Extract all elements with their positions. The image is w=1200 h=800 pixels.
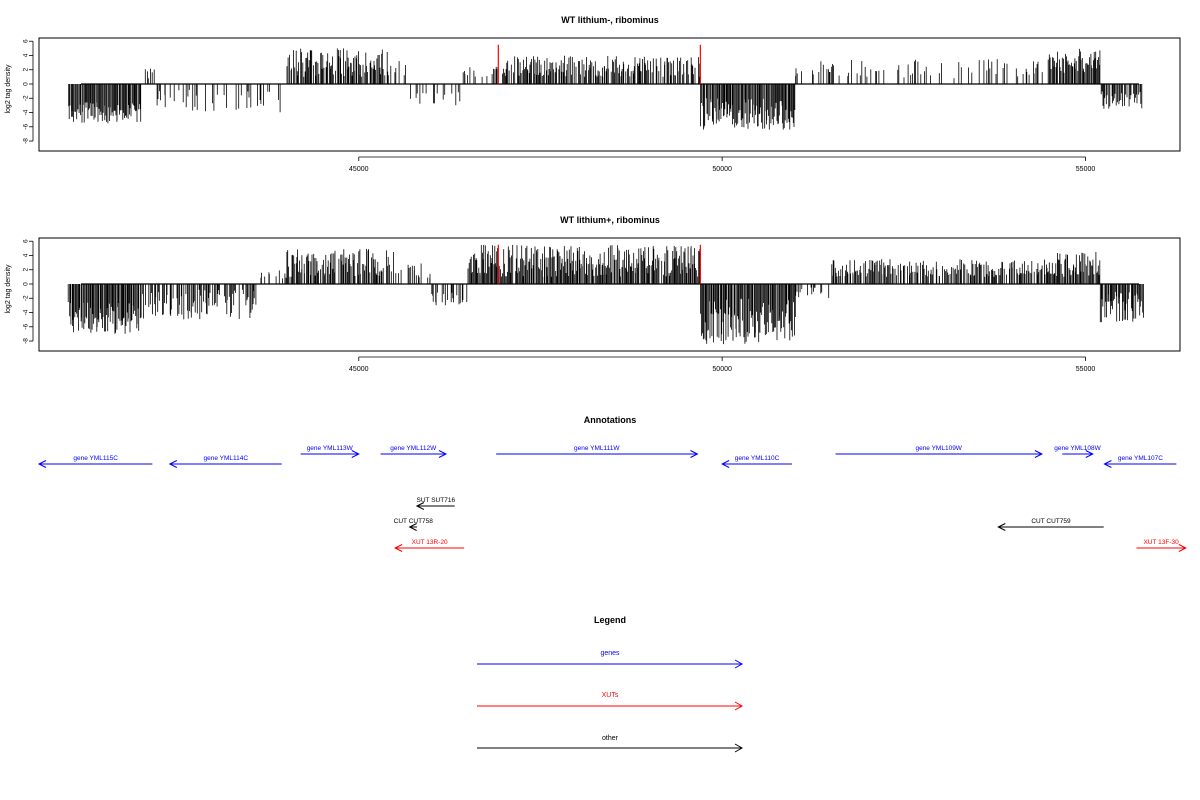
panel-title: WT lithium-, ribominus — [561, 15, 659, 25]
y-tick-label: -6 — [23, 124, 30, 130]
arrowhead-icon — [997, 523, 1006, 531]
y-tick-label: -8 — [23, 138, 30, 144]
plot-frame — [38, 237, 1181, 352]
arrowhead-icon — [1034, 450, 1044, 458]
coverage-panel-lithium-minus: WT lithium-, ribominus log2 tag density … — [5, 15, 1181, 173]
y-tick-label: 2 — [23, 268, 30, 272]
arrowhead-icon — [438, 450, 448, 458]
y-tick-label: 2 — [23, 68, 30, 72]
feature-label: gene YML108W — [1054, 445, 1101, 452]
legend-label-xuts: XUTs — [602, 692, 619, 699]
feature-label: gene YML109W — [915, 445, 962, 452]
feature-arrow: gene YML111W — [496, 445, 699, 458]
feature-arrow: gene YML113W — [300, 445, 360, 458]
plot-frame — [38, 37, 1181, 152]
x-axis: 45000 50000 55000 — [349, 356, 1096, 373]
y-tick-label: 4 — [23, 53, 30, 57]
feature-label: XUT 13F-30 — [1143, 539, 1179, 546]
y-axis: 6 4 2 0 -2 -4 -6 -8 — [23, 239, 34, 344]
coverage-bars — [68, 48, 1143, 130]
feature-arrow: CUT CUT759 — [997, 518, 1104, 531]
x-tick-label: 50000 — [712, 366, 732, 373]
y-tick-label: -6 — [23, 324, 30, 330]
arrowhead-icon — [168, 460, 178, 468]
feature-label: gene YML112W — [390, 445, 437, 452]
y-tick-label: 0 — [23, 282, 30, 286]
coverage-panel-lithium-plus: WT lithium+, ribominus log2 tag density … — [5, 215, 1181, 373]
arrowhead-icon — [393, 544, 403, 552]
legend-label-genes: genes — [600, 650, 620, 657]
legend-arrowhead-icon — [734, 743, 744, 753]
feature-arrow: CUT CUT758 — [394, 518, 434, 531]
x-tick-label: 45000 — [349, 166, 369, 173]
x-tick-label: 55000 — [1076, 366, 1096, 373]
legend-label-other: other — [602, 735, 619, 742]
feature-label: CUT CUT759 — [1031, 518, 1071, 525]
feature-label: gene YML110C — [735, 455, 780, 462]
annotations-title: Annotations — [584, 415, 637, 425]
arrowhead-icon — [408, 523, 417, 531]
feature-arrows: gene YML115C gene YML114C gene YML113W gene… — [37, 445, 1187, 552]
coverage-bars — [67, 244, 1144, 345]
feature-label: XUT 13R-20 — [412, 539, 448, 546]
annotations-track: Annotations gene YML115C gene YML114Cgene… — [37, 415, 1187, 552]
feature-label: gene YML114C — [203, 455, 248, 462]
feature-label: gene YML107C — [1118, 455, 1163, 462]
y-tick-label: 0 — [23, 82, 30, 86]
feature-arrow: XUT 13R-20 — [393, 539, 465, 552]
arrowhead-icon — [1178, 544, 1187, 552]
x-tick-label: 45000 — [349, 366, 369, 373]
feature-arrow: SUT SUT716 — [415, 497, 456, 510]
arrowhead-icon — [37, 460, 47, 468]
feature-arrow: gene YML115C — [37, 455, 153, 468]
arrowhead-icon — [1085, 450, 1094, 458]
arrowhead-icon — [415, 502, 425, 510]
feature-label: CUT CUT758 — [394, 518, 434, 525]
y-tick-label: -2 — [23, 295, 30, 301]
highlight-bars — [497, 44, 701, 84]
legend: Legend genes XUTs other — [477, 615, 744, 753]
legend-arrowhead-icon — [734, 701, 744, 711]
y-tick-label: -4 — [23, 309, 30, 315]
legend-arrowhead-icon — [734, 659, 744, 669]
feature-label: gene YML111W — [574, 445, 620, 452]
feature-label: gene YML113W — [307, 445, 354, 452]
highlight-bars — [497, 244, 701, 284]
legend-title: Legend — [594, 615, 626, 625]
feature-arrow: gene YML108W — [1054, 445, 1102, 458]
feature-label: gene YML115C — [73, 455, 118, 462]
y-tick-label: -4 — [23, 109, 30, 115]
y-tick-label: 6 — [23, 239, 30, 243]
panel-title: WT lithium+, ribominus — [560, 215, 660, 225]
y-axis-label: log2 tag density — [5, 264, 12, 314]
feature-arrow: gene YML107C — [1103, 455, 1177, 468]
feature-arrow: gene YML112W — [380, 445, 448, 458]
y-axis: 6 4 2 0 -2 -4 -6 -8 — [23, 39, 34, 144]
feature-arrow: gene YML109W — [835, 445, 1044, 458]
arrowhead-icon — [690, 450, 699, 458]
y-tick-label: 4 — [23, 253, 30, 257]
feature-arrow: gene YML110C — [721, 455, 792, 468]
x-tick-label: 50000 — [712, 166, 732, 173]
feature-arrow: gene YML114C — [168, 455, 282, 468]
arrowhead-icon — [351, 450, 360, 458]
arrowhead-icon — [1103, 460, 1112, 468]
x-tick-label: 55000 — [1076, 166, 1096, 173]
arrowhead-icon — [721, 460, 730, 468]
y-tick-label: -8 — [23, 338, 30, 344]
y-tick-label: -2 — [23, 95, 30, 101]
feature-label: SUT SUT716 — [417, 497, 456, 504]
y-axis-label: log2 tag density — [5, 64, 12, 114]
y-tick-label: 6 — [23, 39, 30, 43]
x-axis: 45000 50000 55000 — [349, 156, 1096, 173]
feature-arrow: XUT 13F-30 — [1136, 539, 1187, 552]
